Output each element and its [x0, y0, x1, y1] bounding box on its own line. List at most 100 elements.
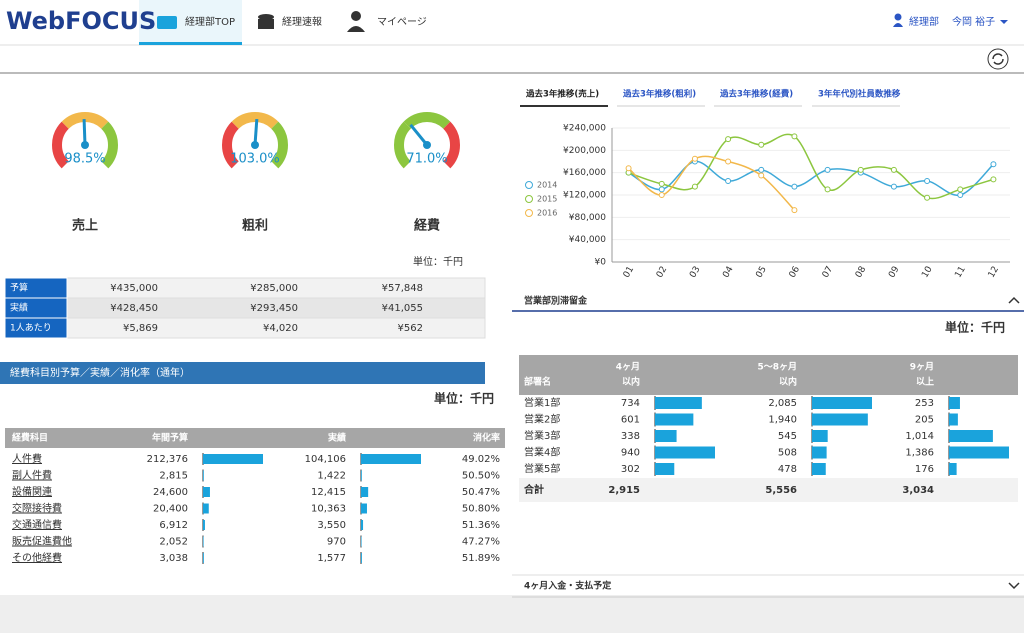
gauge-arc	[403, 112, 451, 129]
column-header: 以内	[622, 376, 640, 388]
nav-icon	[258, 14, 274, 20]
point	[658, 180, 665, 187]
gauge-arc	[101, 121, 118, 169]
tab[interactable]: 過去3年推移(売上)	[525, 89, 599, 100]
point	[691, 155, 698, 162]
gauge-arc	[394, 121, 411, 169]
row-name: 人件費	[12, 452, 42, 465]
point	[658, 186, 665, 193]
column-header: 以上	[916, 376, 934, 388]
cell: ¥41,055	[382, 303, 423, 314]
bar	[361, 553, 362, 563]
y-tick-label: ¥40,000	[569, 235, 606, 245]
nav-item[interactable]: マイページ	[377, 17, 427, 28]
point	[990, 176, 997, 183]
legend-label: 2014	[537, 181, 557, 190]
gauge-label: 粗利	[242, 218, 268, 234]
bar	[949, 430, 993, 442]
gauge-needle	[82, 118, 87, 146]
user[interactable]: 今岡 裕子	[952, 15, 995, 28]
legend-label: 2015	[537, 195, 557, 204]
legend-marker	[525, 209, 533, 217]
nav-icon	[258, 19, 274, 29]
row-name: 副人件費	[12, 469, 52, 482]
cell: 940	[621, 448, 640, 459]
cell: 545	[778, 431, 797, 442]
collapse-icon[interactable]	[1008, 296, 1020, 304]
unit: 単位：千円	[413, 255, 463, 268]
point	[924, 178, 931, 185]
cell: 1,940	[768, 415, 797, 426]
tab[interactable]: 過去3年推移(粗利)	[622, 89, 696, 100]
cell: 51.36%	[462, 520, 500, 531]
nav-active-bar	[139, 42, 242, 45]
bar	[655, 430, 677, 442]
column-header: 以内	[779, 376, 797, 388]
unit: 単位：千円	[434, 391, 494, 406]
point	[990, 161, 997, 168]
x-tick-label: 12	[987, 265, 1001, 280]
cell: 734	[621, 398, 640, 409]
cell: 253	[915, 398, 934, 409]
expand-icon[interactable]	[1008, 582, 1020, 590]
cell: 2,085	[768, 398, 797, 409]
cell: 176	[915, 464, 934, 475]
gauge-arc	[443, 121, 460, 169]
cell: 2,915	[608, 485, 640, 496]
cell: 50.47%	[462, 487, 500, 498]
nav-item[interactable]: 経理部TOP	[185, 15, 235, 28]
gauge-value: 103.0%	[230, 152, 280, 167]
y-tick-label: ¥120,000	[563, 191, 606, 201]
legend-label: 2016	[537, 209, 557, 218]
tab[interactable]: 3年年代別社員数推移	[818, 89, 901, 100]
section-bar	[0, 362, 485, 384]
bar	[361, 520, 364, 530]
row-name: 営業1部	[524, 396, 560, 409]
cell: 970	[327, 537, 346, 548]
refresh-icon	[992, 53, 1004, 65]
bar	[812, 413, 868, 426]
section-title: 営業部別滞留金	[524, 295, 588, 307]
x-tick-label: 05	[754, 265, 768, 280]
point	[725, 158, 732, 165]
bar	[812, 463, 826, 475]
cell: 2,815	[159, 471, 188, 482]
cell: 50.50%	[462, 471, 500, 482]
section-title: 経費科目別予算／実績／消化率（通年）	[10, 366, 190, 379]
gauge-arc	[52, 121, 69, 169]
bar	[361, 536, 362, 547]
gauge-label: 売上	[72, 218, 98, 234]
cell: ¥562	[398, 323, 423, 334]
point	[725, 136, 732, 143]
dept[interactable]: 経理部	[909, 15, 939, 28]
cell: 24,600	[153, 487, 188, 498]
row-name: 合計	[523, 483, 544, 496]
nav-icon	[347, 26, 365, 32]
cell: 47.27%	[462, 537, 500, 548]
gauge-needle	[409, 123, 429, 146]
cell: 1,422	[317, 471, 346, 482]
gauge-needle	[253, 118, 259, 146]
bar	[949, 413, 958, 426]
cell: 212,376	[147, 454, 188, 465]
point	[625, 165, 632, 172]
row-label: 実績	[10, 302, 28, 314]
gauge-arc	[61, 112, 109, 129]
point	[957, 186, 964, 193]
x-tick-label: 07	[821, 265, 835, 280]
row-name: 交際接待費	[12, 502, 62, 515]
row-name: 販売促進費他	[12, 535, 72, 548]
refresh-button[interactable]	[987, 48, 1009, 70]
section-title: 4ヶ月入金・支払予定	[524, 580, 612, 592]
point	[758, 166, 765, 173]
series-line	[628, 133, 994, 200]
bar	[812, 397, 872, 409]
column-header: 4ヶ月	[616, 362, 640, 373]
tab[interactable]: 過去3年推移(経費)	[719, 89, 793, 100]
bar	[361, 470, 362, 481]
total-row	[519, 478, 1018, 502]
column-header: 9ヶ月	[910, 362, 934, 373]
nav-item[interactable]: 経理速報	[282, 15, 322, 28]
x-tick-label: 11	[953, 265, 967, 280]
x-tick-label: 03	[688, 265, 702, 280]
